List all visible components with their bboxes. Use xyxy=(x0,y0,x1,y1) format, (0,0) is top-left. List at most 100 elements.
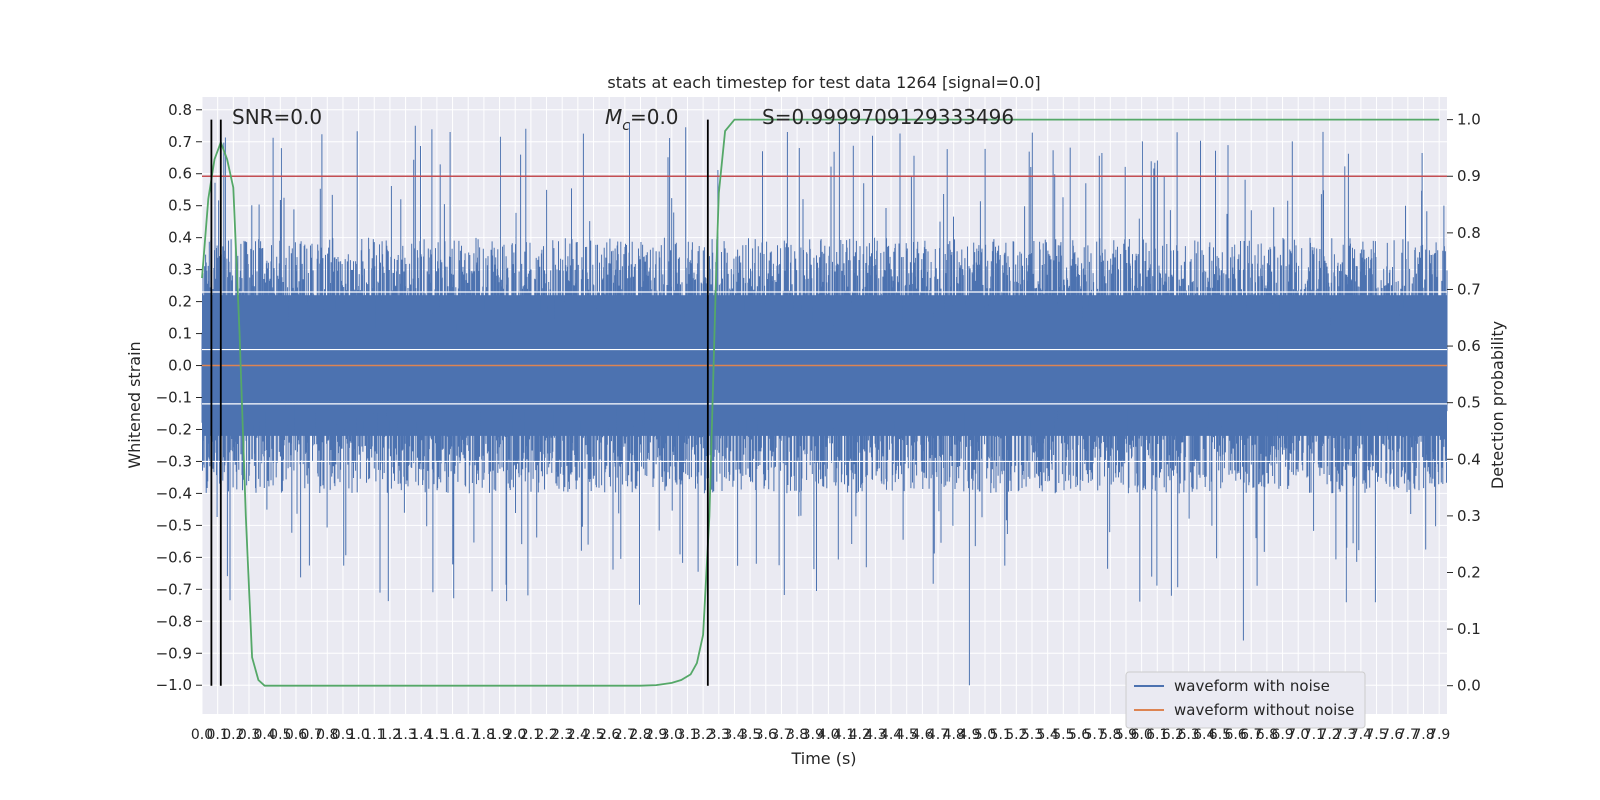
x-tick-5: 0.5 xyxy=(269,727,291,743)
x-tick-48: 4.8 xyxy=(943,727,965,743)
x-tick-20: 2.0 xyxy=(504,727,526,743)
x-tick-1: 0.1 xyxy=(207,727,229,743)
x-tick-78: 7.8 xyxy=(1412,727,1434,743)
x-tick-24: 2.4 xyxy=(567,727,589,743)
x-tick-34: 3.4 xyxy=(723,727,745,743)
x-tick-39: 3.9 xyxy=(802,727,824,743)
x-tick-40: 4.0 xyxy=(817,727,839,743)
x-tick-7: 0.7 xyxy=(300,727,322,743)
x-tick-25: 2.5 xyxy=(582,727,604,743)
y-tick-8: 0.0 xyxy=(168,357,192,375)
x-tick-42: 4.2 xyxy=(849,727,871,743)
x-tick-30: 3.0 xyxy=(661,727,683,743)
x-tick-49: 4.9 xyxy=(958,727,980,743)
y2-tick-3: 0.7 xyxy=(1457,280,1481,298)
x-tick-21: 2.1 xyxy=(520,727,542,743)
x-tick-37: 3.7 xyxy=(770,727,792,743)
x-tick-17: 1.7 xyxy=(457,727,479,743)
x-tick-12: 1.2 xyxy=(379,727,401,743)
y2-tick-2: 0.8 xyxy=(1457,224,1481,242)
y-tick-3: 0.5 xyxy=(168,197,192,215)
x-tick-6: 0.6 xyxy=(285,727,307,743)
y2-tick-9: 0.1 xyxy=(1457,620,1481,638)
y-tick-13: −0.5 xyxy=(156,516,192,534)
x-tick-79: 7.9 xyxy=(1428,727,1450,743)
x-tick-77: 7.7 xyxy=(1397,727,1419,743)
x-tick-44: 4.4 xyxy=(880,727,902,743)
x-tick-51: 5.1 xyxy=(990,727,1012,743)
x-tick-59: 5.9 xyxy=(1115,727,1137,743)
y-tick-11: −0.3 xyxy=(156,452,192,470)
y-tick-7: 0.1 xyxy=(168,325,192,343)
y-tick-4: 0.4 xyxy=(168,229,192,247)
y-tick-16: −0.8 xyxy=(156,612,192,630)
x-tick-52: 5.2 xyxy=(1005,727,1027,743)
x-axis-label: Time (s) xyxy=(790,749,856,768)
x-tick-3: 0.3 xyxy=(238,727,260,743)
x-tick-35: 3.5 xyxy=(739,727,761,743)
legend-box xyxy=(1125,671,1366,729)
x-tick-71: 7.1 xyxy=(1303,727,1325,743)
snr-annotation: SNR=0.0 xyxy=(232,105,322,129)
y2-tick-6: 0.4 xyxy=(1457,450,1481,468)
y-tick-17: −0.9 xyxy=(156,644,192,662)
y2-tick-8: 0.2 xyxy=(1457,563,1481,581)
x-tick-19: 1.9 xyxy=(488,727,510,743)
x-tick-65: 6.5 xyxy=(1209,727,1231,743)
x-tick-11: 1.1 xyxy=(363,727,385,743)
x-tick-29: 2.9 xyxy=(645,727,667,743)
x-tick-26: 2.6 xyxy=(598,727,620,743)
x-tick-2: 0.2 xyxy=(222,727,244,743)
vertical-markers xyxy=(210,119,709,686)
x-tick-62: 6.2 xyxy=(1162,727,1184,743)
x-tick-50: 5.0 xyxy=(974,727,996,743)
x-tick-61: 6.1 xyxy=(1146,727,1168,743)
detection-probability-line xyxy=(201,118,1440,687)
x-tick-64: 6.4 xyxy=(1193,727,1215,743)
y-tick-18: −1.0 xyxy=(156,676,192,694)
y-tick-1: 0.7 xyxy=(168,133,192,151)
y-tick-0: 0.8 xyxy=(168,101,192,119)
y2-axis-label: Detection probability xyxy=(1488,321,1507,489)
x-tick-57: 5.7 xyxy=(1084,727,1106,743)
x-tick-13: 1.3 xyxy=(394,727,416,743)
y2-tick-1: 0.9 xyxy=(1457,167,1481,185)
x-tick-76: 7.6 xyxy=(1381,727,1403,743)
x-tick-4: 0.4 xyxy=(254,727,276,743)
x-tick-41: 4.1 xyxy=(833,727,855,743)
y-tick-15: −0.7 xyxy=(156,580,192,598)
y-tick-10: −0.2 xyxy=(156,420,192,438)
y-tick-9: −0.1 xyxy=(156,389,192,407)
x-tick-66: 6.6 xyxy=(1224,727,1246,743)
x-tick-8: 0.8 xyxy=(316,727,338,743)
x-tick-73: 7.3 xyxy=(1334,727,1356,743)
x-tick-0: 0.0 xyxy=(191,727,213,743)
x-tick-10: 1.0 xyxy=(347,727,369,743)
y-axis-label: Whitened strain xyxy=(125,341,144,468)
x-tick-45: 4.5 xyxy=(896,727,918,743)
x-tick-46: 4.6 xyxy=(911,727,933,743)
x-tick-18: 1.8 xyxy=(473,727,495,743)
mc-subscript: c xyxy=(622,118,630,134)
x-tick-22: 2.2 xyxy=(535,727,557,743)
y2-tick-4: 0.6 xyxy=(1457,337,1481,355)
y2-tick-0: 1.0 xyxy=(1457,111,1481,129)
x-tick-55: 5.5 xyxy=(1052,727,1074,743)
legend-label-noise: waveform with noise xyxy=(1174,677,1330,695)
x-tick-14: 1.4 xyxy=(410,727,432,743)
x-tick-16: 1.6 xyxy=(441,727,463,743)
x-tick-23: 2.3 xyxy=(551,727,573,743)
y2-tick-labels: 1.0 0.9 0.8 0.7 0.6 0.5 0.4 0.3 0.2 0.1 0.0 xyxy=(1447,111,1481,695)
mc-symbol: M xyxy=(605,105,622,129)
y-tick-14: −0.6 xyxy=(156,548,192,566)
x-tick-36: 3.6 xyxy=(755,727,777,743)
mc-value: =0.0 xyxy=(630,105,679,129)
x-tick-70: 7.0 xyxy=(1287,727,1309,743)
x-tick-56: 5.6 xyxy=(1068,727,1090,743)
x-tick-28: 2.8 xyxy=(629,727,651,743)
x-tick-54: 5.4 xyxy=(1037,727,1059,743)
x-tick-74: 7.4 xyxy=(1350,727,1372,743)
legend-label-clean: waveform without noise xyxy=(1174,701,1354,719)
y2-tick-5: 0.5 xyxy=(1457,394,1481,412)
x-tick-72: 7.2 xyxy=(1318,727,1340,743)
